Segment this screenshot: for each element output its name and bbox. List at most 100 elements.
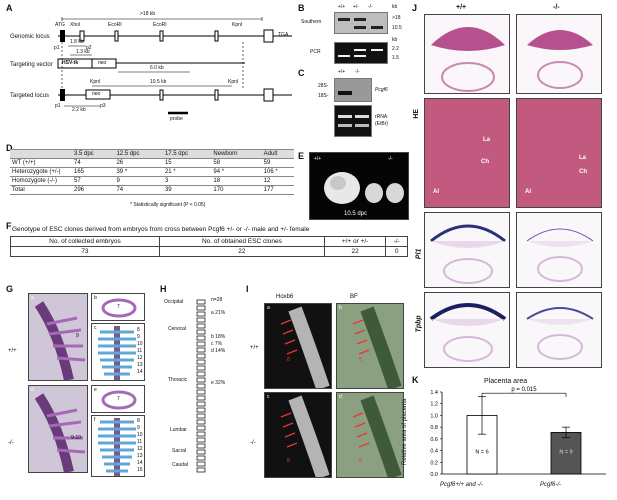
d-row-label: Homozygote (-/-) [10,176,72,186]
i-photo-a: a 8 [264,303,332,389]
g-photo-d: d 9-10 [28,385,88,473]
g-num-f: 14 [137,460,143,466]
j-he-wt-low [424,14,510,94]
j-ch-ko: Ch [579,169,587,175]
k-ytick-label: 1.2 [430,402,438,408]
c-geno-2: -/- [355,69,360,75]
d-header: Newborn [211,149,262,159]
f-cell: 73 [10,246,160,257]
south-size-1: >18 [392,15,401,21]
row-label-genomic: Genomic locus [10,34,50,40]
p1-bot: p1 [55,103,61,109]
i-wt: +/+ [250,345,259,351]
p3-bot: p3 [100,103,106,109]
g-sub-f: f [94,417,96,423]
h-region: Caudal [172,462,188,468]
f-header: No. of obtained ESC clones [158,236,325,247]
g-num-c: 8 [137,327,140,333]
g-wt: +/+ [8,348,17,354]
d-cell: 296 [72,185,115,195]
g-mark-a: 9 [76,333,79,339]
d-cell: 74 [114,185,163,195]
panel-label-g: G [6,284,14,294]
neo-vector: neo [98,60,107,66]
f-header: +/+ or +/- [323,236,387,247]
g-sub-a: a [31,295,34,301]
j-ch-wt: Ch [481,159,489,165]
g-sub-e: e [94,387,97,393]
k-cat-1: Pcgf6+/+ and -/- [440,482,484,488]
d-header: 3.5 dpc [72,149,115,159]
span-label: >18 kb [140,11,156,17]
d-cell: 165 [72,167,115,177]
d-cell: 26 [114,158,163,168]
j-he-ko-high: La Ch Al [516,98,602,208]
k-title: Placenta area [484,378,528,385]
d-cell: 74 [72,158,115,168]
j-al-ko: Al [525,189,531,195]
genotype-table: 3.5 dpc 12.5 dpc 17.5 dpc Newborn Adult … [10,149,294,195]
kb105-label: 10.5 kb [150,79,167,85]
i-col1: Hoxb6 [276,294,294,300]
d-cell: 177 [261,185,294,195]
e-label-ko: -/- [388,156,393,162]
pcr-gel [334,42,388,64]
h-mark-d: d 14% [211,348,226,354]
g-num-f: 10 [137,432,143,438]
d-row-label: WT (+/+) [10,158,72,168]
j-col-ko: -/- [553,4,560,11]
k-pvalue: p = 0.015 [511,387,537,393]
g-sub-b: b [94,295,97,301]
neo-targeted: neo [92,91,101,97]
panel-label-h: H [160,284,167,294]
d-cell: 94 [213,169,221,175]
eco-label-2: EcoRI [153,22,167,28]
g-photo-a: a 9 [28,293,88,381]
d-cell: 170 [211,185,262,195]
g-num-f: 9 [137,425,140,431]
d-cell: 9 [114,176,163,186]
panel-label-i: I [246,284,249,294]
g-num-c: 10 [137,341,143,347]
j-col-wt: +/+ [456,4,467,11]
kpn-label-a: KpnI [90,79,101,85]
d-cell: 58 [211,158,262,168]
i-ko: -/- [250,440,256,446]
kpn-label-b: KpnI [228,79,239,85]
k-n-label: N = 9 [559,450,572,456]
g-num-c: 9 [137,334,140,340]
j-he-ko-low [516,14,602,94]
i-col2: BF [350,294,358,300]
kb22-label: 2.2 kb [72,107,86,113]
j-pl1-wt [424,212,510,288]
g-num-f: 11 [137,439,143,445]
g-photo-c: c 8 9 10 11 12 13 14 [91,323,145,381]
b-geno-2: +/- [353,4,359,10]
g-num-f: 12 [137,446,143,452]
tga-label: TGA [278,32,289,38]
g-num-c: 13 [137,362,143,368]
i-sub-b: b [339,305,342,311]
c-18s: 18S- [318,93,329,99]
j-he-wt-high: La Ch Al [424,98,510,208]
f-cell: 0 [385,246,408,257]
k-ytick-label: 0.0 [430,472,438,478]
d-star: * [221,169,225,175]
kb60-label: 6.0 kb [150,65,164,71]
k-ytick-label: 1.4 [430,390,438,396]
panel-label-a: A [6,3,13,13]
panel-label-k: K [412,375,419,385]
i-photo-d: d 8 [336,392,404,478]
d-header: 17.5 dpc [162,149,212,159]
k-chart: 0.0 0.2 0.4 0.6 0.8 1.0 1.2 1.4 N = 6 N = 9 p = 0.… [430,387,606,478]
g-num-f: 15 [137,467,143,473]
d-cell: 12 [261,176,294,186]
kb18-label: 1.8 kb [70,39,84,45]
panel-label-e: E [298,151,305,161]
d-row-label: Total [10,185,72,195]
northern-blot [334,78,372,102]
row-label-vector: Targeting vector [10,62,53,68]
hsv-label: HSV-tk [62,60,79,66]
j-tpbp-ko [516,292,602,368]
h-region: Occipital [164,299,184,305]
